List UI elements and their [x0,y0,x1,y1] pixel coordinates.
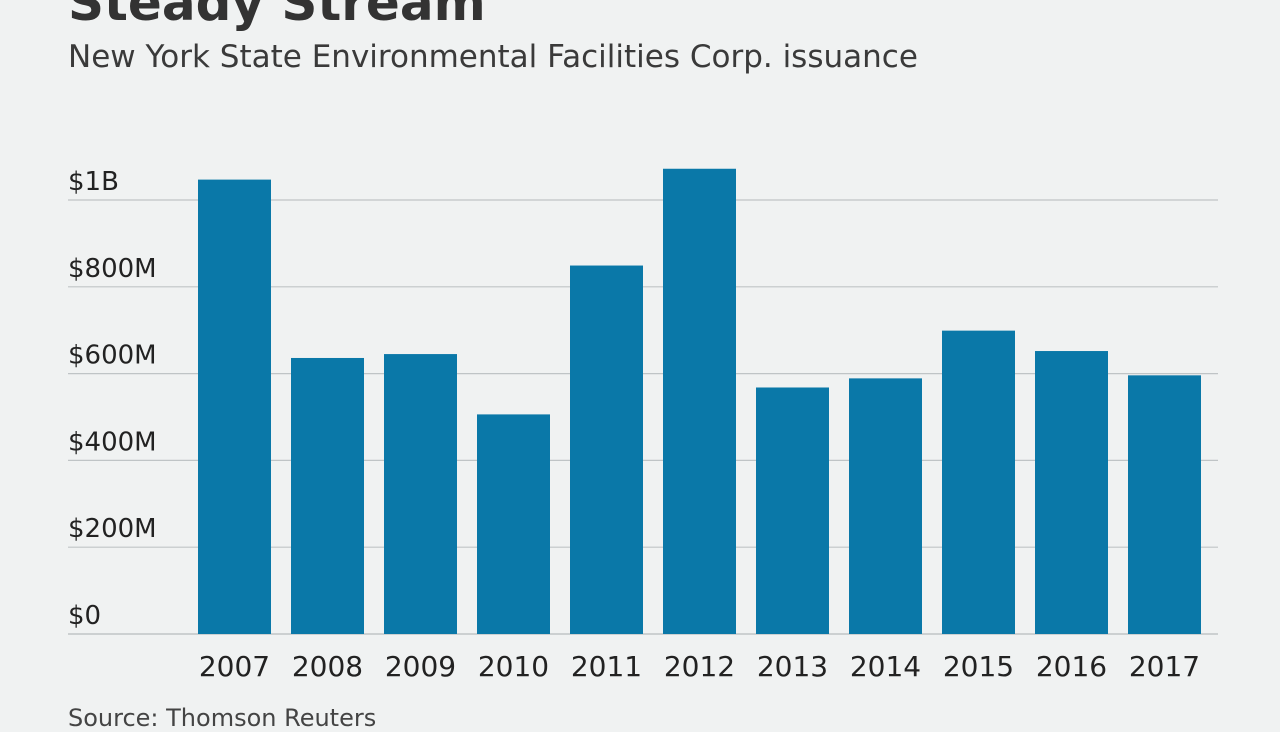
y-tick-label: $600M [68,341,157,371]
bar-2013 [756,387,829,634]
x-tick-label-2014: 2014 [850,650,921,683]
bar-2016 [1035,351,1108,634]
y-tick-label: $800M [68,254,157,284]
x-tick-label-2015: 2015 [943,650,1014,683]
x-tick-label-2010: 2010 [478,650,549,683]
y-axis-tick-labels: $0 $200M $400M $600M $800M $1B [68,167,157,631]
x-tick-label-2008: 2008 [292,650,363,683]
y-tick-label: $0 [68,601,101,631]
bar-2010 [477,414,550,634]
bar-2011 [570,265,643,634]
x-tick-label-2017: 2017 [1129,650,1200,683]
y-tick-label: $1B [68,167,119,197]
bar-2009 [384,354,457,634]
bars [198,168,1201,635]
x-tick-label-2016: 2016 [1036,650,1107,683]
bar-2008 [291,357,364,634]
x-tick-label-2012: 2012 [664,650,735,683]
x-tick-label-2013: 2013 [757,650,828,683]
bar-2017 [1128,375,1201,634]
bar-2007 [198,179,271,635]
x-axis-category-labels: 2007 2008 2009 2010 2011 2012 2013 2014 2015 2016… [199,650,1200,683]
bar-2012 [663,168,736,634]
bar-2014 [849,378,922,634]
bar-2015 [942,330,1015,634]
x-tick-label-2007: 2007 [199,650,270,683]
y-tick-label: $400M [68,427,157,457]
x-tick-label-2009: 2009 [385,650,456,683]
x-tick-label-2011: 2011 [571,650,642,683]
chart-source: Source: Thomson Reuters [68,704,377,732]
y-tick-label: $200M [68,514,157,544]
chart-subtitle: New York State Environmental Facilities … [68,39,918,75]
chart-title: Steady Stream [68,0,486,32]
